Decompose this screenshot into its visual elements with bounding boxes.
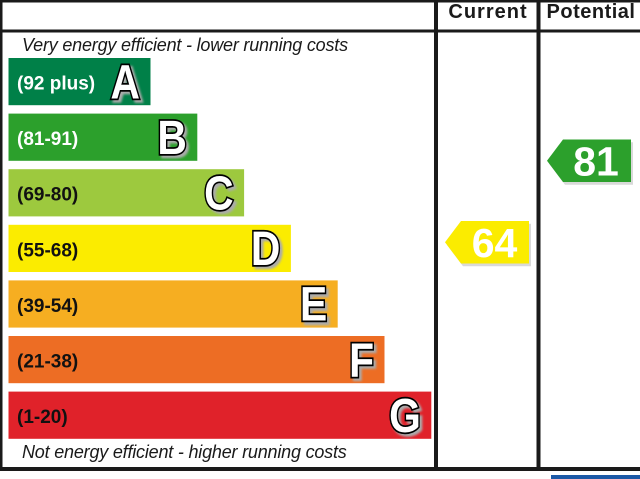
svg-text:(1-20): (1-20): [17, 407, 68, 428]
svg-text:Current: Current: [448, 1, 527, 23]
svg-text:(81-91): (81-91): [17, 129, 78, 150]
svg-text:(21-38): (21-38): [17, 352, 78, 373]
svg-text:E: E: [300, 279, 327, 332]
svg-text:81: 81: [573, 138, 619, 184]
svg-text:G: G: [389, 390, 421, 443]
svg-text:F: F: [349, 334, 374, 387]
svg-text:64: 64: [472, 220, 518, 266]
svg-text:D: D: [251, 223, 280, 276]
svg-text:D: D: [254, 226, 283, 279]
svg-text:A: A: [111, 56, 140, 109]
svg-text:Not energy efficient - higher: Not energy efficient - higher running co…: [22, 442, 347, 462]
svg-text:C: C: [207, 170, 236, 223]
svg-text:C: C: [204, 167, 233, 220]
svg-text:G: G: [392, 392, 424, 445]
svg-text:(55-68): (55-68): [17, 240, 78, 261]
svg-text:Very energy efficient - lower: Very energy efficient - lower running co…: [22, 35, 348, 55]
svg-text:E: E: [303, 281, 330, 334]
svg-text:Potential: Potential: [547, 1, 636, 23]
svg-text:A: A: [113, 59, 142, 112]
svg-text:B: B: [160, 114, 189, 167]
svg-text:(92 plus): (92 plus): [17, 74, 95, 95]
svg-text:(69-80): (69-80): [17, 185, 78, 206]
svg-text:B: B: [157, 112, 186, 165]
svg-text:(39-54): (39-54): [17, 296, 78, 317]
svg-text:F: F: [352, 337, 377, 390]
